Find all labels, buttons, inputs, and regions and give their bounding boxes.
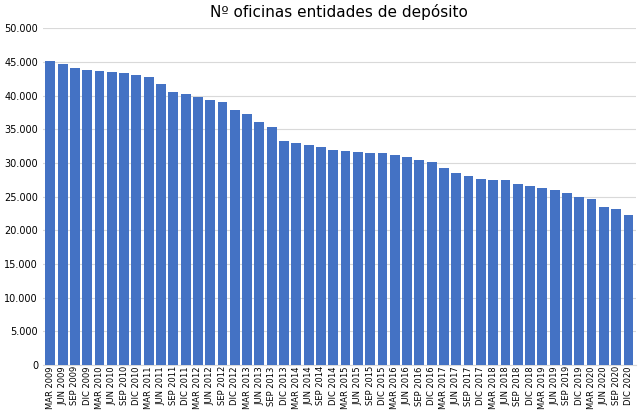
Bar	[70, 68, 80, 365]
Bar	[427, 162, 436, 365]
Bar	[623, 215, 634, 365]
Bar	[538, 188, 547, 365]
Bar	[156, 84, 166, 365]
Bar	[45, 61, 55, 365]
Bar	[353, 152, 363, 365]
Bar	[340, 151, 351, 365]
Bar	[439, 168, 449, 365]
Bar	[95, 71, 104, 365]
Bar	[587, 199, 596, 365]
Bar	[267, 127, 276, 365]
Bar	[279, 141, 289, 365]
Bar	[550, 190, 559, 365]
Bar	[242, 114, 252, 365]
Bar	[119, 74, 129, 365]
Bar	[291, 143, 301, 365]
Bar	[304, 145, 314, 365]
Bar	[574, 197, 584, 365]
Bar	[513, 184, 523, 365]
Bar	[525, 186, 535, 365]
Bar	[230, 110, 240, 365]
Bar	[131, 76, 141, 365]
Title: Nº oficinas entidades de depósito: Nº oficinas entidades de depósito	[211, 4, 468, 20]
Bar	[193, 97, 203, 365]
Bar	[402, 157, 412, 365]
Bar	[83, 70, 92, 365]
Bar	[218, 102, 227, 365]
Bar	[168, 92, 178, 365]
Bar	[316, 147, 326, 365]
Bar	[390, 155, 399, 365]
Bar	[365, 154, 375, 365]
Bar	[107, 72, 116, 365]
Bar	[451, 173, 461, 365]
Bar	[599, 206, 609, 365]
Bar	[255, 122, 264, 365]
Bar	[488, 180, 498, 365]
Bar	[476, 179, 486, 365]
Bar	[58, 64, 67, 365]
Bar	[500, 180, 510, 365]
Bar	[328, 150, 338, 365]
Bar	[205, 100, 215, 365]
Bar	[378, 153, 387, 365]
Bar	[463, 176, 474, 365]
Bar	[180, 94, 191, 365]
Bar	[415, 160, 424, 365]
Bar	[562, 192, 572, 365]
Bar	[144, 77, 154, 365]
Bar	[611, 209, 621, 365]
